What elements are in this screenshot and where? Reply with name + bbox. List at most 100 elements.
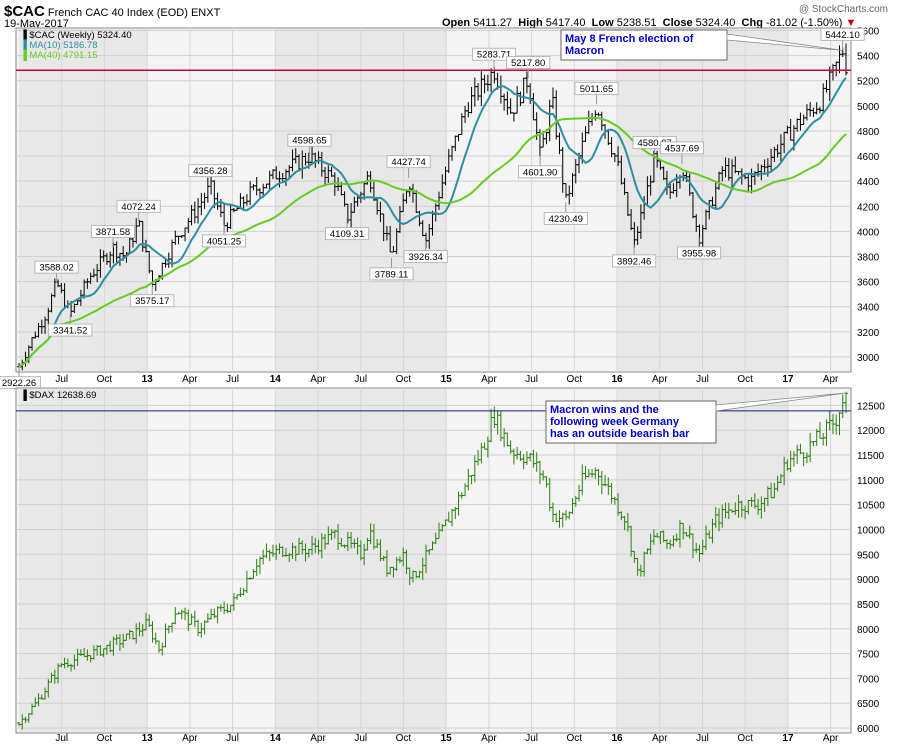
x-tick-label: 15: [441, 733, 453, 744]
ma40-line: [18, 116, 847, 368]
y-tick-label: 6000: [857, 724, 880, 735]
y-tick-label: 11000: [857, 476, 885, 487]
annotation-box: [820, 27, 865, 41]
chart-header-title: $CAC French CAC 40 Index (EOD) ENXT: [4, 3, 220, 20]
price-annotation: 3926.34: [408, 252, 442, 263]
x-tick-label: 16: [611, 733, 623, 744]
y-tick-label: 7500: [857, 650, 880, 661]
annotation-box: [386, 155, 431, 169]
x-tick-label: 14: [270, 374, 282, 385]
y-tick-label: 8000: [857, 625, 880, 636]
annotation-box: [130, 294, 175, 308]
x-tick-label: Apr: [182, 374, 198, 385]
x-tick-label: Jul: [55, 733, 68, 744]
legend-entry: ▐ $DAX 12638.69: [20, 389, 96, 401]
annotation-box: [369, 267, 414, 281]
price-annotation: 5217.80: [511, 58, 545, 69]
x-tick-label: Apr: [310, 374, 326, 385]
x-tick-label: 14: [270, 733, 282, 744]
x-tick-label: Jul: [226, 733, 239, 744]
x-tick-label: Oct: [97, 733, 113, 744]
price-annotation: 4072.24: [121, 202, 155, 213]
price-annotation: 3588.02: [39, 263, 73, 274]
price-annotation: 3892.46: [617, 256, 651, 267]
y-tick-label: 9000: [857, 575, 880, 586]
annotation-box: [403, 250, 448, 264]
change-value: -81.02 (-1.50%): [766, 17, 843, 29]
y-tick-label: 4600: [857, 152, 880, 163]
high-value: 5417.40: [545, 17, 586, 29]
callout-box: [560, 29, 728, 61]
y-tick-label: 12000: [857, 426, 885, 437]
low-value: 5238.51: [616, 17, 657, 29]
price-annotation: 5442.10: [825, 30, 859, 41]
x-tick-label: Apr: [182, 733, 198, 744]
annotation-box: [543, 212, 588, 225]
y-tick-label: 3600: [857, 278, 880, 289]
price-annotation: 4427.74: [391, 157, 425, 168]
y-tick-label: 3000: [857, 353, 880, 364]
annotation-box: [325, 227, 370, 241]
annotation-box: [287, 133, 332, 147]
index-name: French CAC 40 Index (EOD): [47, 7, 188, 19]
annotation-box: [90, 225, 135, 238]
y-tick-label: 5600: [857, 27, 880, 38]
ohlc-summary: Open 5411.27 High 5417.40 Low 5238.51 Cl…: [442, 17, 857, 29]
x-tick-label: 17: [782, 733, 794, 744]
x-tick-label: Jul: [354, 374, 367, 385]
annotation-box: [202, 234, 247, 248]
price-annotation: 4356.28: [193, 166, 227, 177]
callout-box: [545, 400, 717, 444]
callout-text: Macron: [565, 45, 604, 57]
x-tick-label: Apr: [481, 374, 497, 385]
y-tick-label: 5000: [857, 102, 880, 113]
annotation-box: [574, 81, 619, 95]
x-tick-label: 13: [142, 733, 154, 744]
y-tick-label: 5400: [857, 52, 880, 63]
panel-0: 3000 3200 3400 3600 3800 4000 4200 4400 4600 4800…: [0, 27, 880, 389]
y-tick-label: 12500: [857, 401, 885, 412]
price-annotation: 4230.49: [549, 214, 583, 225]
x-tick-label: Jul: [354, 733, 367, 744]
x-tick-label: 17: [782, 374, 794, 385]
price-annotation: 3955.98: [682, 248, 716, 259]
down-arrow-icon: ▼: [845, 17, 857, 29]
y-tick-label: 9500: [857, 550, 880, 561]
x-tick-label: Oct: [737, 374, 753, 385]
x-tick-label: 16: [611, 374, 623, 385]
annotation-box: [506, 56, 551, 69]
annotation-box: [518, 165, 563, 179]
annotation-box: [34, 260, 79, 274]
y-tick-label: 6500: [857, 699, 880, 710]
price-annotation: 5011.65: [580, 84, 614, 95]
annotation-box: [612, 254, 657, 268]
legend-entry: ▐ MA(40) 4791.15: [20, 49, 98, 61]
annotation-box: [116, 199, 161, 213]
annotation-box: [472, 47, 517, 61]
watermark: @ StockCharts.com: [798, 4, 888, 15]
x-tick-label: Apr: [652, 374, 668, 385]
price-annotation: 4051.25: [207, 236, 241, 247]
x-tick-label: Apr: [310, 733, 326, 744]
x-tick-label: Jul: [525, 374, 538, 385]
chart-date: 19-May-2017: [4, 18, 69, 30]
y-tick-label: 3200: [857, 328, 880, 339]
price-annotation: 3871.58: [96, 227, 130, 238]
symbol: $CAC: [4, 3, 45, 20]
panel-1: 6000 6500 7000 7500 8000 8500 9000 9500 10000 105…: [15, 387, 885, 744]
y-tick-label: 4000: [857, 227, 880, 238]
x-tick-label: Apr: [823, 733, 839, 744]
callout-pointer: [726, 33, 843, 51]
x-tick-label: Jul: [696, 374, 709, 385]
callout-text: Macron wins and the: [550, 404, 659, 416]
legend-entry: ▐ $CAC (Weekly) 5324.40: [20, 29, 132, 41]
price-annotation: 3789.11: [375, 269, 409, 280]
x-tick-label: Jul: [525, 733, 538, 744]
exchange: ENXT: [190, 7, 221, 19]
callout-text: has an outside bearish bar: [550, 428, 690, 440]
price-annotation: 3341.52: [53, 326, 87, 337]
x-tick-label: Oct: [737, 733, 753, 744]
x-tick-label: Oct: [567, 733, 583, 744]
y-tick-label: 7000: [857, 674, 880, 685]
